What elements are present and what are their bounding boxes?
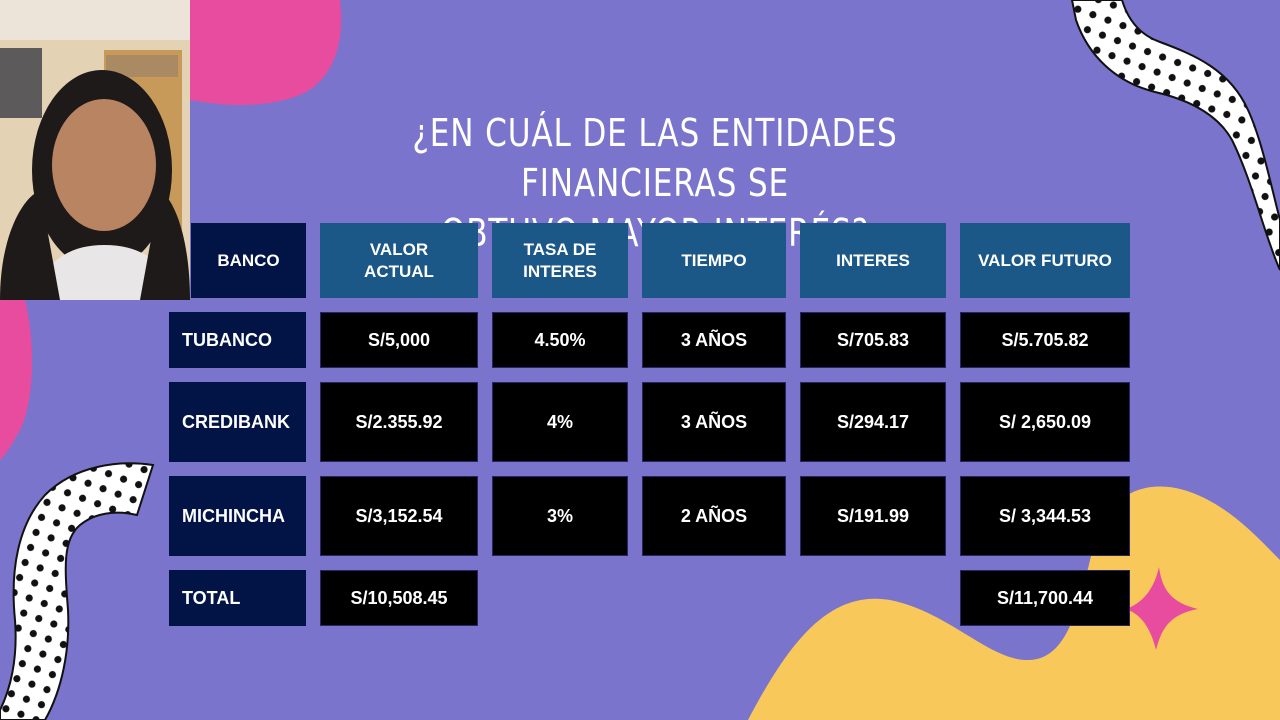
header-valor-futuro: VALOR FUTURO xyxy=(960,223,1130,298)
header-tiempo: TIEMPO xyxy=(642,223,786,298)
title-line-1: ¿En cuál de las entidades financieras se xyxy=(412,111,898,205)
participant-video-frame xyxy=(0,0,190,300)
row-credibank-banco: CREDIBANK xyxy=(169,382,306,462)
row-total-label: TOTAL xyxy=(169,570,306,626)
row-total-valor-futuro: S/11,700.44 xyxy=(960,570,1130,626)
pink-blob-left xyxy=(0,300,32,460)
header-tasa-interes: TASA DE INTERES xyxy=(492,223,628,298)
sparkle-icon xyxy=(1126,567,1198,650)
row-credibank-interes: S/294.17 xyxy=(800,382,946,462)
yellow-wave xyxy=(748,486,1280,720)
row-tubanco-valor-actual: S/5,000 xyxy=(320,312,478,368)
row-credibank-valor-futuro: S/ 2,650.09 xyxy=(960,382,1130,462)
row-michincha-valor-futuro: S/ 3,344.53 xyxy=(960,476,1130,556)
row-michincha-valor-actual: S/3,152.54 xyxy=(320,476,478,556)
row-tubanco-interes: S/705.83 xyxy=(800,312,946,368)
row-michincha-tiempo: 2 AÑOS xyxy=(642,476,786,556)
row-michincha-interes: S/191.99 xyxy=(800,476,946,556)
row-credibank-tasa: 4% xyxy=(492,382,628,462)
row-credibank-tiempo: 3 AÑOS xyxy=(642,382,786,462)
webcam-video xyxy=(0,0,190,300)
row-tubanco-tasa: 4.50% xyxy=(492,312,628,368)
row-michincha-banco: MICHINCHA xyxy=(169,476,306,556)
header-interes: INTERES xyxy=(800,223,946,298)
header-banco: BANCO xyxy=(191,223,306,298)
row-credibank-valor-actual: S/2.355.92 xyxy=(320,382,478,462)
row-tubanco-banco: TUBANCO xyxy=(169,312,306,368)
row-tubanco-tiempo: 3 AÑOS xyxy=(642,312,786,368)
header-valor-actual: VALOR ACTUAL xyxy=(320,223,478,298)
row-total-valor-actual: S/10,508.45 xyxy=(320,570,478,626)
dotted-squiggle-bottom-left xyxy=(0,462,155,720)
row-michincha-tasa: 3% xyxy=(492,476,628,556)
pink-blob-top xyxy=(150,0,342,105)
row-tubanco-valor-futuro: S/5.705.82 xyxy=(960,312,1130,368)
